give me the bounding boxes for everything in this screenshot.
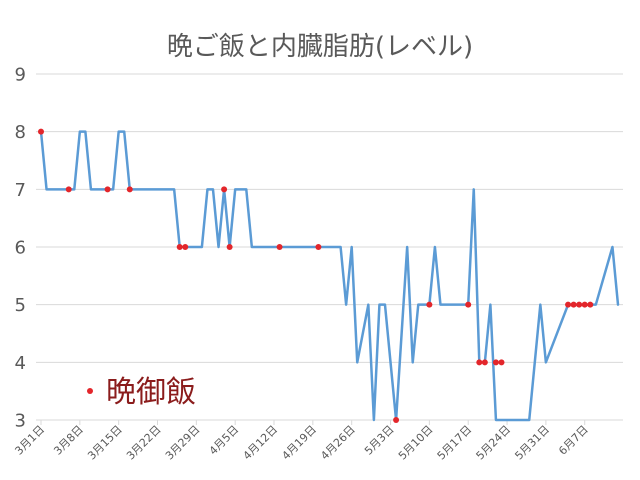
y-tick-label: 3	[15, 411, 26, 432]
dinner-point	[426, 301, 433, 308]
dinner-point	[126, 186, 133, 193]
y-tick-label: 7	[15, 180, 26, 201]
y-tick-label: 6	[15, 238, 26, 259]
dinner-point	[221, 186, 228, 193]
dinner-point	[176, 244, 183, 250]
dinner-point	[587, 301, 594, 308]
legend-label-dinner: 晩御飯	[106, 375, 196, 410]
dinner-point	[276, 244, 283, 250]
y-tick-label: 9	[15, 65, 26, 86]
dinner-point	[481, 359, 488, 366]
y-axis: 3 4 5 6 7 8 9	[15, 65, 26, 432]
dinner-point	[226, 244, 233, 250]
dinner-point	[393, 417, 400, 423]
dinner-point	[570, 301, 577, 308]
legend: 晩御飯	[87, 375, 196, 410]
dinner-point	[492, 359, 499, 366]
dinner-point	[576, 301, 583, 308]
legend-marker-dinner	[87, 388, 93, 394]
chart-title: 晩ご飯と内臓脂肪(レベル)	[167, 32, 473, 62]
dinner-point	[465, 301, 472, 308]
y-tick-label: 4	[15, 353, 26, 374]
dinner-point	[65, 186, 72, 193]
y-tick-label: 8	[15, 122, 26, 143]
dinner-point	[565, 301, 572, 308]
dinner-point	[498, 359, 505, 366]
y-tick-label: 5	[15, 295, 26, 316]
dinner-point	[38, 128, 44, 135]
dinner-point	[476, 359, 483, 366]
plot-series	[38, 128, 620, 423]
dinner-point	[182, 244, 189, 250]
dinner-point	[104, 186, 111, 193]
series-line	[39, 130, 620, 422]
dinner-point	[315, 244, 322, 250]
dinner-point	[581, 301, 588, 308]
